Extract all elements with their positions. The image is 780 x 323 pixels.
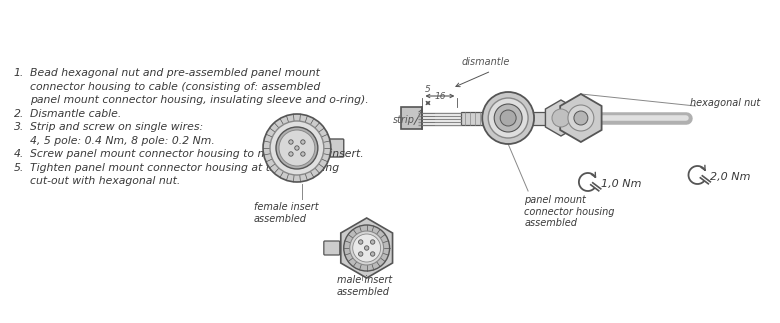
Text: 2,0 Nm: 2,0 Nm (711, 172, 751, 182)
FancyBboxPatch shape (513, 111, 558, 124)
Circle shape (289, 152, 293, 156)
Text: 2.: 2. (14, 109, 24, 119)
Text: connector housing to cable (consisting of: assembled: connector housing to cable (consisting o… (30, 81, 320, 91)
Text: Screw panel mount connector housing to male/female insert.: Screw panel mount connector housing to m… (30, 149, 363, 159)
Circle shape (349, 231, 384, 265)
Text: panel mount
connector housing
assembled: panel mount connector housing assembled (524, 195, 615, 228)
Text: Dismantle cable.: Dismantle cable. (30, 109, 121, 119)
Circle shape (370, 240, 375, 244)
Circle shape (344, 225, 389, 271)
Circle shape (552, 109, 570, 127)
FancyBboxPatch shape (461, 111, 503, 124)
Circle shape (359, 252, 363, 256)
Circle shape (353, 234, 381, 262)
Polygon shape (545, 100, 576, 136)
Circle shape (276, 127, 317, 169)
Polygon shape (560, 94, 601, 142)
Text: 1.: 1. (14, 68, 24, 78)
Text: dismantle: dismantle (462, 57, 510, 67)
Text: cut-out with hexagonal nut.: cut-out with hexagonal nut. (30, 176, 180, 186)
Circle shape (301, 152, 305, 156)
Text: 4, 5 pole: 0.4 Nm, 8 pole: 0.2 Nm.: 4, 5 pole: 0.4 Nm, 8 pole: 0.2 Nm. (30, 136, 214, 145)
FancyBboxPatch shape (401, 107, 423, 129)
Circle shape (500, 110, 516, 126)
Text: panel mount connector housing, insulating sleeve and o-ring).: panel mount connector housing, insulatin… (30, 95, 369, 105)
Circle shape (270, 121, 324, 175)
Circle shape (568, 105, 594, 131)
Circle shape (295, 146, 299, 150)
Circle shape (488, 98, 528, 138)
FancyBboxPatch shape (328, 139, 344, 157)
Circle shape (370, 252, 375, 256)
Circle shape (482, 92, 534, 144)
Text: 5.: 5. (14, 162, 24, 172)
Circle shape (359, 240, 363, 244)
Text: 5: 5 (425, 85, 431, 94)
Text: Bead hexagonal nut and pre-assembled panel mount: Bead hexagonal nut and pre-assembled pan… (30, 68, 320, 78)
FancyBboxPatch shape (324, 241, 340, 255)
Circle shape (289, 140, 293, 144)
Text: 16: 16 (434, 92, 445, 101)
Text: Tighten panel mount connector housing at the mounting: Tighten panel mount connector housing at… (30, 162, 339, 172)
Circle shape (301, 140, 305, 144)
Circle shape (364, 246, 369, 250)
Text: strip: strip (392, 115, 414, 125)
Circle shape (495, 104, 522, 132)
Circle shape (263, 114, 331, 182)
Text: 4.: 4. (14, 149, 24, 159)
Text: 1,0 Nm: 1,0 Nm (601, 179, 641, 189)
Polygon shape (341, 218, 392, 278)
Text: female insert
assembled: female insert assembled (254, 202, 319, 224)
Text: hexagonal nut: hexagonal nut (690, 98, 760, 108)
Text: Strip and screw on single wires:: Strip and screw on single wires: (30, 122, 203, 132)
Text: 3.: 3. (14, 122, 24, 132)
Text: male insert
assembled: male insert assembled (337, 275, 392, 297)
Circle shape (574, 111, 588, 125)
Circle shape (279, 130, 315, 166)
